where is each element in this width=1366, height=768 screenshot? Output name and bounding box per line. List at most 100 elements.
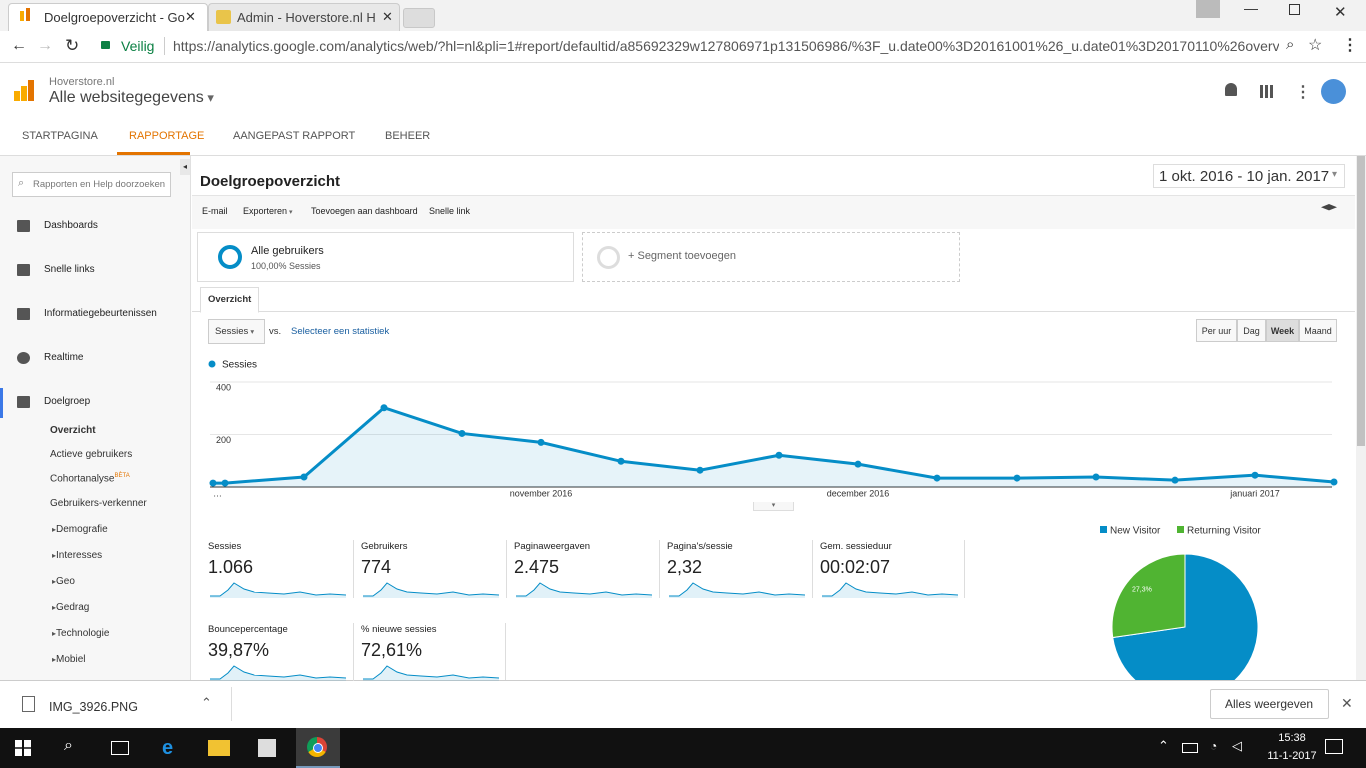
download-menu[interactable]: ⌃ [201,695,212,710]
zoom-icon[interactable]: ⌕ [1286,36,1295,53]
notifications[interactable] [1225,83,1237,96]
forward-button[interactable]: → [37,37,53,54]
bookmark-star[interactable]: ☆ [1308,37,1323,54]
report-action[interactable]: Exporteren [243,206,293,216]
chrome-task[interactable] [296,728,340,768]
nav-tab[interactable]: BEHEER [385,130,431,142]
task-view[interactable] [111,741,129,755]
report-action[interactable]: Toevoegen aan dashboard [311,206,418,216]
granularity-button[interactable]: Per uur [1196,319,1237,342]
granularity-button[interactable]: Dag [1237,319,1266,342]
sidebar-item[interactable]: Informatiegebeurtenissen [44,308,157,319]
download-file[interactable]: IMG_3926.PNG [49,700,138,714]
granularity-button[interactable]: Maand [1299,319,1337,342]
legend-marker [1177,526,1184,533]
apps[interactable] [1260,85,1273,98]
maximize[interactable] [1289,4,1300,15]
show-all-button[interactable]: Alles weergeven [1210,689,1329,719]
profile-button[interactable] [1196,0,1220,18]
granularity-label: Week [1270,326,1295,336]
granularity-button[interactable]: Week [1266,319,1299,342]
start-button[interactable] [15,740,31,756]
sidebar-subitem[interactable]: Actieve gebruikers [50,449,133,460]
point [1171,476,1179,484]
wifi-icon[interactable]: ◔ [1210,739,1218,753]
sidebar-subitem[interactable]: Gedrag [52,602,89,613]
sidebar-item[interactable]: Realtime [44,352,84,363]
sidebar-icon [17,396,30,408]
search-button[interactable]: ⌕ [64,737,73,754]
avatar[interactable] [1321,79,1346,104]
tab-close[interactable]: ✕ [185,9,196,24]
sidebar-subitem[interactable]: Geo [52,576,75,587]
metric-label[interactable]: % nieuwe sessies [361,624,437,635]
education-icon[interactable] [1321,204,1337,211]
sparkline-line [363,665,500,680]
point [1092,473,1100,481]
collapse-sidebar[interactable]: ◂ [180,159,190,175]
date-range-picker[interactable]: 1 okt. 2016 - 10 jan. 2017 ▾ [1153,164,1345,188]
area [213,407,1334,487]
search-box[interactable]: ⌕ Rapporten en Help doorzoeken [12,172,171,197]
tab[interactable]: Admin - Hoverstore.nl H ✕ [208,3,400,31]
new-tab[interactable] [403,8,435,28]
clock-time[interactable]: 15:38 [1278,732,1306,744]
sidebar-subitem[interactable]: Interesses [52,550,102,561]
metric-label[interactable]: Sessies [208,541,242,552]
sidebar-subitem[interactable]: Demografie [52,524,108,535]
tray-arrow[interactable]: ⌃ [1158,738,1169,753]
metric-value: 39,87% [208,640,270,660]
sidebar-item[interactable]: Doelgroep [44,396,91,407]
battery-icon[interactable] [1182,743,1198,753]
property-selector[interactable]: Alle websitegegevens [49,89,214,107]
url[interactable]: https://analytics.google.com/analytics/w… [173,38,1279,54]
sidebar-subitem[interactable]: Mobiel [52,654,85,665]
sidebar-subitem[interactable]: Technologie [52,628,109,639]
separator [164,37,165,55]
explorer-icon[interactable] [208,740,230,756]
metric-label[interactable]: Gebruikers [361,541,408,552]
sidebar-subitem[interactable]: CohortanalyseBÈTA [50,473,130,485]
menu-button[interactable]: ⋮ [1342,37,1358,54]
sparkline-area [363,583,499,598]
metric-label[interactable]: Pagina's/sessie [667,541,733,552]
metric-label[interactable]: Gem. sessieduur [820,541,892,552]
nav-tab[interactable]: AANGEPAST RAPPORT [233,130,356,142]
reload-button[interactable]: ↻ [65,36,80,55]
scrollbar-thumb[interactable] [1357,156,1365,446]
sidebar-item[interactable]: Dashboards [44,220,98,231]
back-button[interactable]: ← [11,37,27,54]
tab[interactable]: Doelgroepoverzicht - Go ✕ [8,3,208,32]
sidebar-subitem[interactable]: Gebruikers-verkenner [50,498,147,509]
sidebar-item[interactable]: Snelle links [44,264,95,275]
minimize[interactable]: — [1244,0,1258,16]
chart-toggle[interactable]: ▾ [753,502,794,511]
report-action[interactable]: E-mail [202,206,228,216]
close-window[interactable]: ✕ [1334,4,1347,21]
add-segment[interactable]: + Segment toevoegen [582,232,960,282]
edge-icon[interactable]: e [162,737,174,759]
report-action[interactable]: Snelle link [429,206,471,216]
toolbar: ← → ↻ Veilig https://analytics.google.co… [0,31,1366,63]
nav-tab[interactable]: STARTPAGINA [22,130,98,142]
volume-icon[interactable]: ◁ [1232,738,1242,753]
clock-date[interactable]: 11-1-2017 [1267,750,1317,762]
sidebar-subitem[interactable]: Overzicht [50,425,96,436]
store-icon[interactable] [258,739,276,757]
select-metric-link[interactable]: Selecteer een statistiek [291,326,390,337]
tab-icon [20,11,24,21]
metric-label[interactable]: Bouncepercentage [208,624,288,635]
point [775,451,783,459]
report-tab[interactable]: Overzicht [200,287,259,313]
segment-card[interactable]: Alle gebruikers 100,00% Sessies [197,232,574,282]
metric-select[interactable]: Sessies [208,319,265,344]
metric-label[interactable]: Paginaweergaven [514,541,591,552]
close-download-bar[interactable]: ✕ [1341,695,1353,711]
tab-icon [26,8,30,21]
nav-tab[interactable]: RAPPORTAGE [129,130,205,142]
tab-close[interactable]: ✕ [379,9,393,25]
action-center[interactable] [1325,739,1343,754]
metric-value: 72,61% [361,640,423,660]
sparkline-area [822,583,958,598]
more-menu[interactable]: ⋮ [1295,84,1311,101]
